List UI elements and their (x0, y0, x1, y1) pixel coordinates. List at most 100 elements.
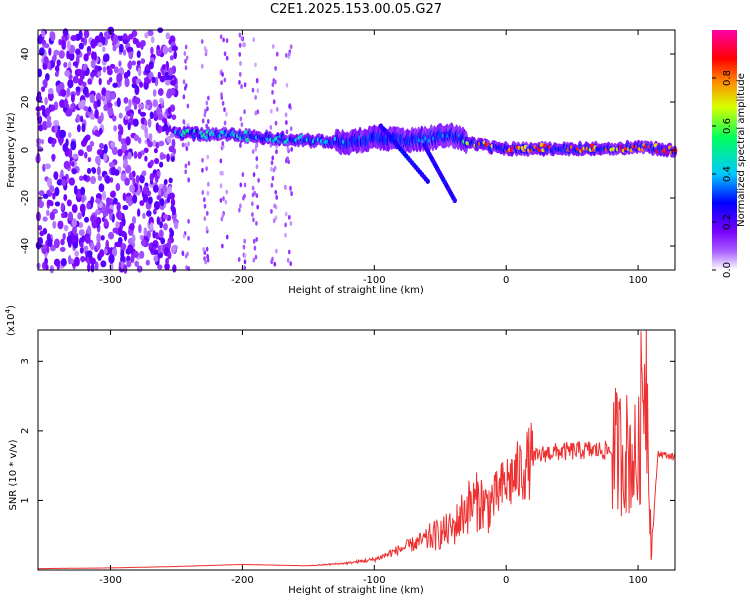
heatmap-cell (44, 96, 48, 106)
heatmap-cell (84, 234, 91, 244)
heatmap-cell (166, 153, 170, 163)
x-tick-label: -300 (99, 575, 122, 586)
heatmap-cell (116, 201, 121, 212)
heatmap-cell (255, 193, 259, 199)
heatmap-cell (252, 172, 256, 178)
heatmap-cell (126, 260, 132, 268)
heatmap-cell (173, 221, 179, 230)
heatmap-cell (201, 190, 205, 195)
heatmap-cell (94, 65, 98, 75)
heatmap-cell (251, 192, 255, 198)
heatmap-cell (156, 106, 161, 116)
heatmap-cell (129, 222, 135, 231)
heatmap-cell (46, 120, 52, 128)
heatmap-cell (169, 227, 173, 234)
heatmap-cell (56, 179, 63, 186)
heatmap-cell (159, 75, 166, 83)
heatmap-cell (225, 111, 228, 117)
heatmap-cell (238, 207, 241, 213)
heatmap-cell (142, 185, 150, 195)
heatmap-cell (122, 204, 129, 211)
heatmap-cell (271, 175, 275, 181)
heatmap-cell (252, 238, 256, 244)
heatmap-cell (131, 83, 138, 89)
heatmap-cell (100, 36, 106, 43)
heatmap-cell (256, 109, 260, 115)
heatmap-cell (285, 82, 289, 88)
heatmap-cell (38, 196, 42, 204)
heatmap-cell (150, 46, 154, 55)
heatmap-cell (98, 202, 103, 209)
heatmap-cell (206, 257, 210, 263)
heatmap-cell (133, 104, 138, 110)
heatmap-cell (220, 216, 224, 222)
heatmap-cell (288, 103, 292, 109)
heatmap-cell (275, 195, 279, 200)
heatmap-cell (204, 259, 207, 265)
heatmap-cell (94, 129, 100, 137)
heatmap-cell (90, 175, 97, 185)
heatmap-cell (161, 64, 166, 70)
heatmap-cell (143, 227, 148, 237)
heatmap-cell (159, 198, 165, 207)
heatmap-cell (103, 152, 108, 162)
heatmap-cell (220, 95, 224, 101)
heatmap-cell (168, 145, 175, 153)
colorbar-ticks: 0.0 0.2 0.4 0.6 0.8 (712, 70, 733, 278)
heatmap-cell (117, 148, 123, 157)
heatmap-cell (182, 94, 186, 100)
x-tick-label: 100 (629, 275, 648, 286)
heatmap-cell (75, 86, 81, 92)
heatmap-cell (153, 255, 159, 263)
heatmap-cell (113, 66, 119, 74)
heatmap-cell (58, 50, 65, 59)
heatmap-cell (99, 142, 104, 150)
heatmap-cell (275, 51, 279, 57)
heatmap-cell (65, 109, 72, 117)
heatmap-cell (80, 37, 85, 43)
heatmap-cell (152, 89, 157, 97)
heatmap-cell (146, 230, 151, 239)
heatmap-cell (118, 43, 124, 53)
heatmap-cell (151, 76, 156, 84)
heatmap-cell (167, 251, 172, 260)
heatmap-cell (159, 161, 164, 168)
heatmap-cell (169, 104, 176, 112)
heatmap-cell (187, 177, 191, 183)
colorbar-tick-label: 0.0 (722, 262, 733, 278)
heatmap-cell (223, 107, 226, 112)
heatmap-cell (120, 173, 127, 182)
heatmap-cell (167, 106, 172, 114)
heatmap-cell (129, 112, 134, 119)
y-tick-label: 0 (20, 147, 31, 153)
heatmap-cell (207, 95, 210, 101)
heatmap-cell (68, 148, 73, 159)
heatmap-cell (142, 212, 146, 219)
heatmap-cell (251, 87, 255, 93)
heatmap-cell (221, 212, 225, 218)
heatmap-cell (72, 153, 79, 160)
figure-title: C2E1.2025.153.00.05.G27 (270, 2, 442, 17)
heatmap-cell (187, 218, 190, 224)
heatmap-cell (44, 163, 51, 170)
heatmap-cell (49, 184, 55, 193)
heatmap-cell (84, 216, 90, 223)
heatmap-cell (147, 29, 154, 37)
heatmap-cell (53, 119, 60, 127)
heatmap-cell (59, 99, 66, 109)
heatmap-cell (110, 141, 116, 149)
heatmap-cell (78, 222, 84, 229)
heatmap-cell (110, 92, 116, 99)
heatmap-cell (223, 51, 227, 57)
heatmap-cell (67, 211, 74, 222)
heatmap-cell (274, 120, 278, 126)
colorbar-tick-label: 0.8 (722, 70, 733, 86)
heatmap-cell (285, 120, 288, 125)
heatmap-cell (251, 149, 255, 155)
heatmap-cell (166, 135, 172, 143)
heatmap-cell (241, 42, 245, 48)
heatmap-cell (289, 261, 293, 267)
heatmap-cell (96, 99, 101, 108)
heatmap-cell (48, 47, 52, 56)
heatmap-cell (205, 166, 208, 172)
